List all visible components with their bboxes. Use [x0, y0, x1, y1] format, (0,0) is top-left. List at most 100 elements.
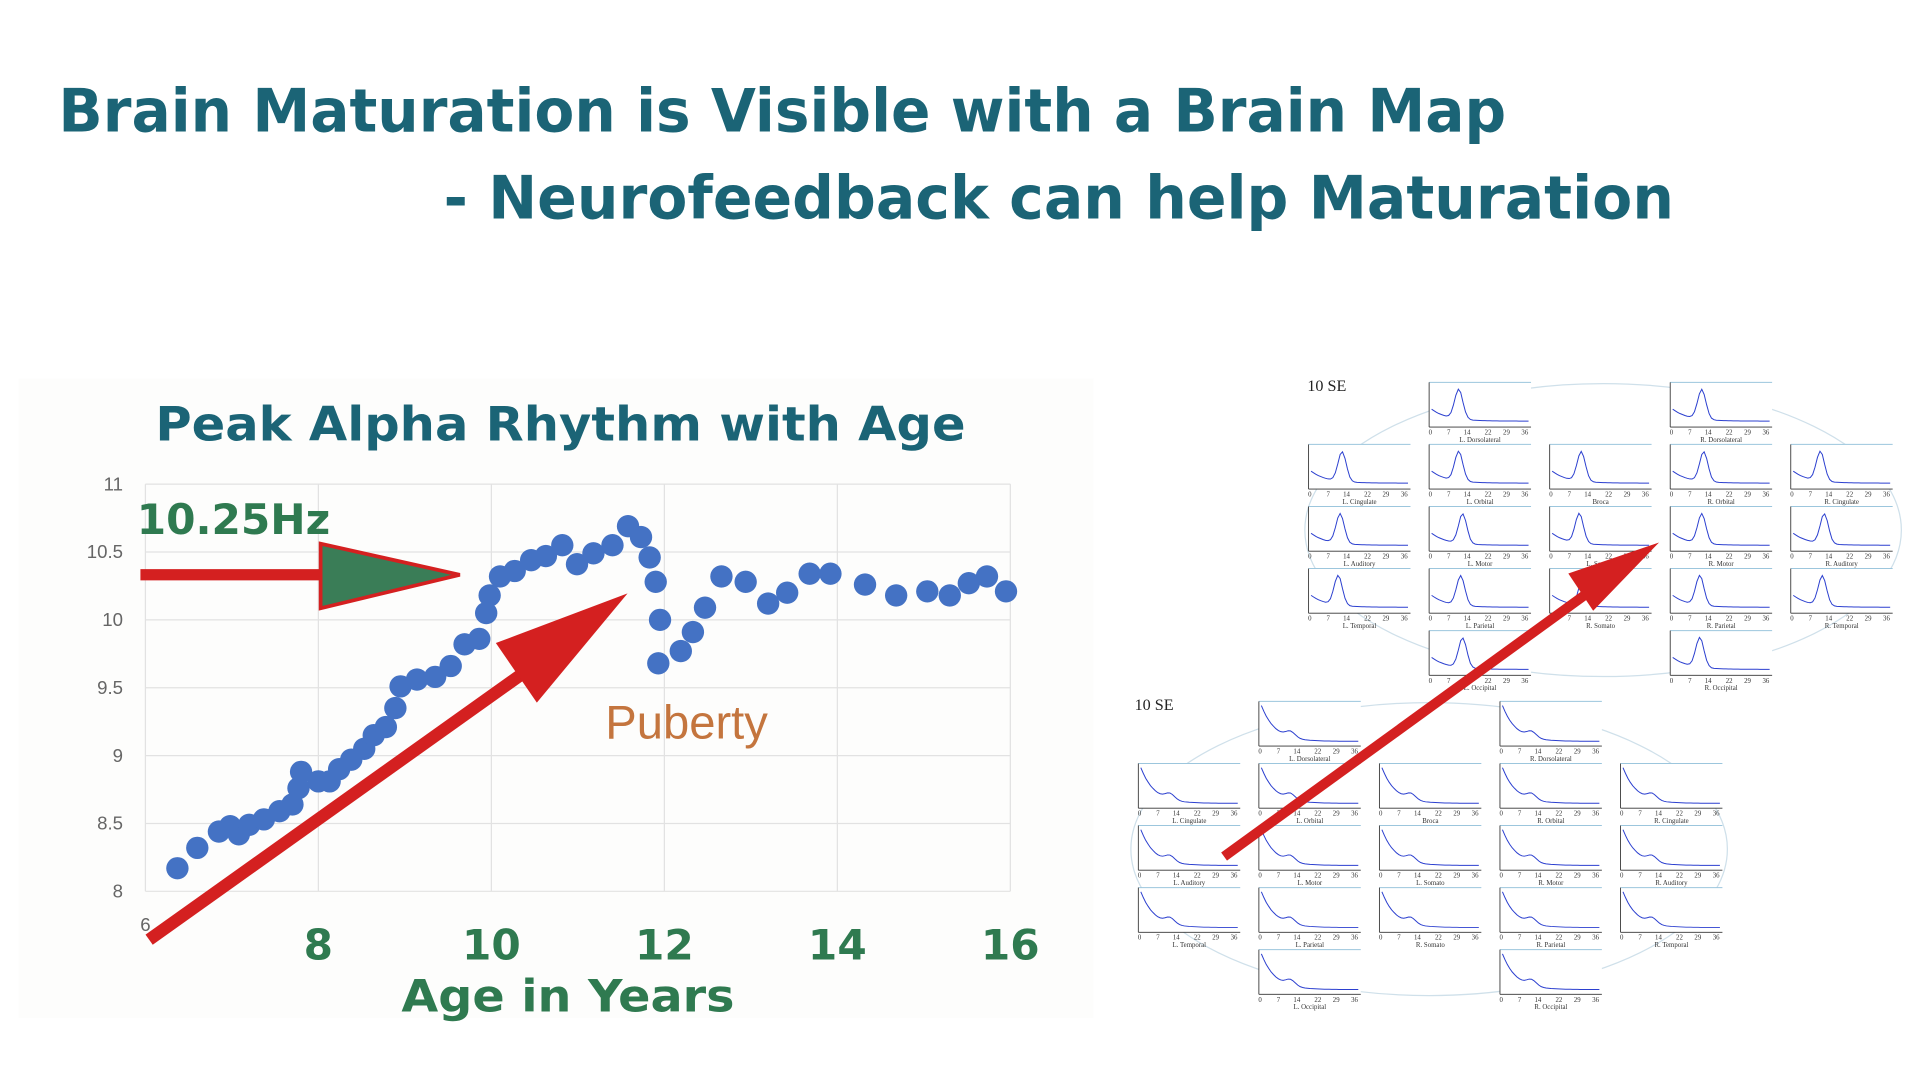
data-point: [819, 562, 842, 585]
spectrum-curve: [1672, 512, 1770, 546]
mini-tick-label: 22: [1846, 492, 1853, 499]
spectrum-panel: 0 7 14 22 29 36 L. Auditory: [1308, 505, 1411, 568]
panel-label: R. Occipital: [1705, 685, 1738, 692]
spectrum-panel: 0 7 14 22 29 36 L. Cingulate: [1308, 443, 1411, 506]
data-point: [884, 584, 908, 607]
panel-label: L. Motor: [1297, 880, 1322, 887]
spectrum-panel: 0 7 14 22 29 36 R. Occipital: [1670, 630, 1773, 692]
data-point: [638, 546, 661, 569]
mini-tick-label: 14: [1655, 873, 1662, 880]
mini-tick-label: 36: [1351, 873, 1358, 880]
panel-background: [1308, 444, 1411, 490]
panel-background: [1620, 887, 1723, 933]
spectrum-panel: 0 7 14 22 29 36 L. Dorsolateral: [1258, 700, 1361, 763]
mini-tick-label: 0: [1138, 873, 1142, 880]
mini-tick-label: 7: [1326, 554, 1330, 561]
mini-tick-label: 7: [1518, 935, 1522, 942]
mini-tick-label: 29: [1624, 616, 1631, 623]
mini-tick-label: 0: [1379, 811, 1383, 818]
mini-tick-label: 0: [1620, 873, 1624, 880]
spectrum-curve: [1381, 829, 1479, 866]
spectrum-curve: [1501, 705, 1600, 742]
spectrum-curve: [1792, 450, 1891, 484]
mini-tick-label: 7: [1397, 935, 1401, 942]
spectrum-panel: 0 7 14 22 29 36 Broca: [1549, 443, 1652, 506]
panel-label: Broca: [1592, 499, 1608, 506]
mini-tick-label: 36: [1713, 811, 1720, 818]
mini-tick-label: 14: [1705, 678, 1712, 685]
mini-tick-label: 7: [1156, 811, 1160, 818]
brain-map: 10 SE 0 7 14 22 29 36 L. Dorsolateral 0 7 14 22 29 36…: [1130, 697, 1728, 1011]
panel-background: [1138, 763, 1241, 809]
x-tick-label: 6: [140, 914, 150, 935]
mini-tick-label: 22: [1194, 811, 1201, 818]
panel-label: L. Parietal: [1296, 942, 1325, 949]
annotation: Puberty: [605, 697, 768, 750]
panel-background: [1499, 701, 1602, 747]
chart-title: Peak Alpha Rhythm with Age: [155, 398, 965, 453]
panel-background: [1499, 887, 1602, 933]
mini-tick-label: 22: [1605, 554, 1612, 561]
mini-tick-label: 29: [1503, 429, 1510, 436]
arrow-head: [318, 541, 461, 611]
mini-tick-label: 22: [1314, 935, 1321, 942]
panel-background: [1499, 763, 1602, 809]
y-tick-label: 8: [113, 881, 123, 902]
panel-label: R. Cingulate: [1654, 818, 1689, 825]
panel-background: [1499, 949, 1602, 995]
mini-tick-label: 14: [1535, 935, 1542, 942]
mini-tick-label: 7: [1809, 492, 1813, 499]
mini-tick-label: 7: [1688, 554, 1692, 561]
mini-tick-label: 29: [1624, 492, 1631, 499]
mini-tick-label: 0: [1620, 811, 1624, 818]
mini-tick-label: 0: [1620, 935, 1624, 942]
panel-background: [1429, 568, 1532, 614]
panel-label: L. Auditory: [1173, 880, 1205, 887]
mini-tick-label: 14: [1705, 554, 1712, 561]
spectrum-panel: 0 7 14 22 29 36 R. Cingulate: [1620, 762, 1723, 825]
mini-tick-label: 29: [1574, 873, 1581, 880]
mini-tick-label: 22: [1556, 749, 1563, 756]
panel-label: R. Motor: [1709, 561, 1735, 568]
spectrum-curve: [1260, 953, 1359, 990]
mini-tick-label: 29: [1574, 749, 1581, 756]
mini-tick-label: 36: [1472, 935, 1479, 942]
data-point: [647, 652, 670, 675]
panel-background: [1620, 763, 1723, 809]
mini-tick-label: 14: [1293, 749, 1300, 756]
mini-tick-label: 7: [1638, 935, 1642, 942]
panel-background: [1379, 763, 1482, 809]
mini-tick-label: 7: [1277, 873, 1281, 880]
mini-tick-label: 29: [1744, 554, 1751, 561]
mini-tick-label: 36: [1351, 935, 1358, 942]
mini-tick-label: 0: [1790, 554, 1794, 561]
panel-label: L. Temporal: [1173, 942, 1207, 949]
mini-tick-label: 7: [1447, 678, 1451, 685]
spectrum-panel: 0 7 14 22 29 36 R. Dorsolateral: [1499, 700, 1602, 763]
mini-tick-label: 22: [1846, 554, 1853, 561]
slide-subtitle: - Neurofeedback can help Maturation: [444, 165, 1674, 234]
mini-tick-label: 22: [1485, 678, 1492, 685]
panel-label: R. Cingulate: [1824, 499, 1859, 506]
spectrum-curve: [1792, 512, 1891, 546]
mini-tick-label: 7: [1518, 873, 1522, 880]
data-point: [478, 584, 501, 607]
spectrum-curve: [1551, 512, 1650, 546]
mini-tick-label: 22: [1676, 873, 1683, 880]
spectrum-curve: [1310, 574, 1408, 608]
mini-tick-label: 0: [1670, 492, 1674, 499]
spectrum-curve: [1260, 705, 1359, 742]
spectrum-curve: [1551, 450, 1650, 484]
data-point: [374, 715, 398, 739]
panel-label: R. Dorsolateral: [1530, 756, 1572, 763]
mini-tick-label: 29: [1333, 749, 1340, 756]
panel-background: [1308, 506, 1411, 552]
annotation: 10.25Hz: [137, 495, 331, 544]
panel-label: R. Somato: [1586, 623, 1615, 630]
mini-tick-label: 14: [1655, 935, 1662, 942]
data-point: [601, 534, 624, 557]
mini-tick-label: 36: [1231, 935, 1238, 942]
panel-background: [1429, 444, 1532, 490]
mini-tick-label: 36: [1521, 429, 1528, 436]
spectrum-panel: 0 7 14 22 29 36 R. Auditory: [1790, 505, 1893, 568]
